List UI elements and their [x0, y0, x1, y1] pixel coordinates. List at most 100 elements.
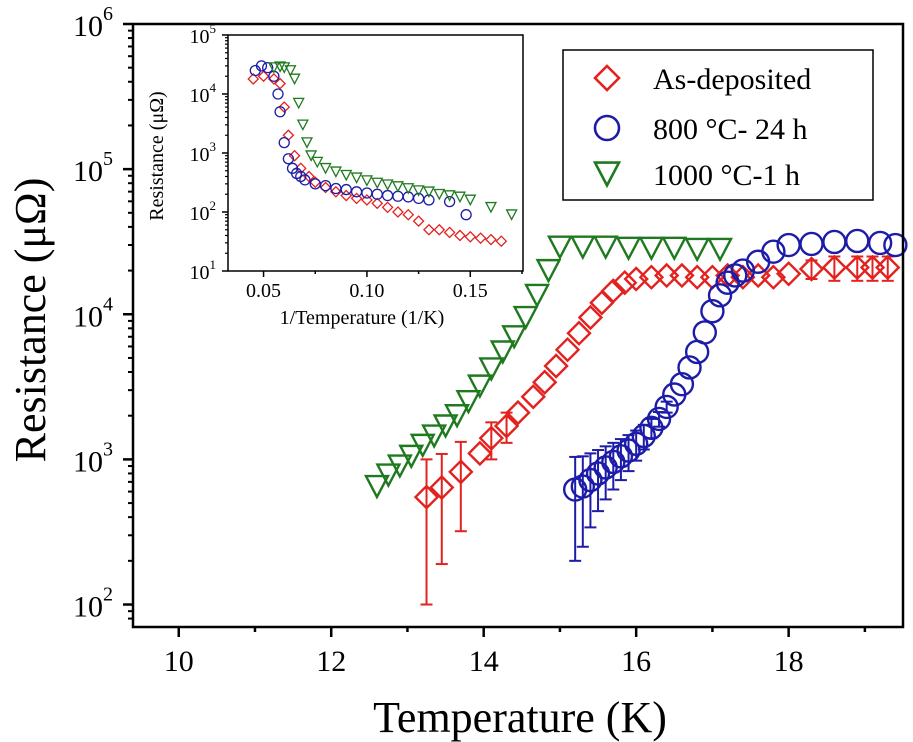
inset-data-point	[402, 208, 415, 221]
inset-series-1	[249, 60, 472, 221]
main-data-point	[760, 264, 787, 290]
main-data-point	[631, 423, 656, 449]
main-data-point	[692, 320, 717, 345]
inset-data-point	[319, 181, 332, 194]
main-data-point	[723, 263, 748, 288]
main-data-point	[669, 372, 695, 397]
inset-y-tick-label: 101	[190, 257, 217, 284]
legend-box	[562, 49, 874, 201]
main-plot-data	[363, 228, 908, 606]
main-data-point	[466, 374, 493, 400]
main-data-point	[867, 230, 893, 256]
inset-data-point	[350, 172, 363, 184]
main-data-point	[592, 235, 619, 261]
main-data-point	[578, 467, 603, 493]
inset-data-point	[474, 232, 487, 245]
main-data-point	[700, 299, 725, 324]
main-y-tick-label: 102	[73, 584, 113, 624]
inset-data-point	[443, 196, 456, 208]
main-data-point	[505, 399, 531, 426]
inset-data-point	[454, 229, 466, 242]
main-y-axis-title: Resistance (μΩ)	[6, 178, 55, 463]
inset-data-point	[247, 73, 260, 85]
inset-data-point	[268, 70, 280, 82]
legend: As-deposited 800 °C- 24 h 1000 °C-1 h	[562, 49, 874, 201]
inset-data-point	[329, 185, 342, 198]
legend-label-800c-24h: 800 °C- 24 h	[653, 113, 808, 146]
main-x-axis-title: Temperature (K)	[373, 693, 667, 742]
inset-data-point	[371, 177, 384, 190]
inset-data-point	[319, 162, 332, 175]
main-data-point	[661, 236, 688, 262]
main-data-point	[585, 461, 611, 486]
main-data-point	[646, 406, 672, 432]
legend-label-as-deposited: As-deposited	[653, 63, 811, 96]
inset-data-point	[267, 62, 280, 74]
main-data-point	[600, 278, 626, 304]
inset-data-point	[296, 119, 309, 131]
inset-data-point	[299, 174, 311, 186]
main-data-point	[569, 235, 596, 261]
legend-label-1000c-1h: 1000 °C-1 h	[653, 159, 800, 192]
inset-data-point	[460, 209, 472, 221]
main-data-point	[386, 454, 413, 480]
inset-background	[228, 35, 523, 271]
main-data-point	[554, 336, 581, 363]
main-data-point	[363, 474, 390, 500]
inset-data-point	[267, 73, 280, 85]
legend-diamond-icon	[593, 64, 621, 92]
main-data-point	[707, 237, 734, 263]
inset-data-point	[464, 194, 477, 207]
inset-x-tick-label: 0.05	[246, 280, 281, 302]
inset-data-point	[485, 233, 497, 246]
main-data-point	[623, 431, 649, 456]
main-data-point	[478, 425, 505, 451]
legend-entry-as-deposited: As-deposited	[593, 63, 811, 96]
inset-data-point	[453, 191, 467, 204]
inset-plot-axes: 0.05 0.10 0.15 101 102 103 104 105	[190, 21, 524, 302]
inset-data-point	[255, 60, 268, 72]
inset-data-point	[443, 226, 456, 239]
inset-data-point	[311, 156, 324, 169]
main-data-point	[566, 320, 592, 346]
inset-data-point	[412, 185, 425, 197]
main-data-point	[413, 484, 440, 510]
inset-data-point	[391, 181, 405, 193]
main-data-point	[524, 283, 551, 309]
main-data-point	[512, 305, 539, 331]
legend-entry-1000c-1h: 1000 °C-1 h	[592, 159, 800, 192]
inset-data-point	[329, 166, 342, 178]
main-data-point	[570, 474, 596, 499]
inset-y-tick-label: 105	[190, 21, 217, 48]
main-data-point	[467, 440, 493, 467]
main-data-point	[489, 340, 516, 365]
inset-y-axis-title: Resistance (μΩ)	[146, 91, 168, 220]
inset-plot-data	[247, 60, 518, 248]
main-data-point	[821, 254, 848, 281]
inset-data-point	[360, 175, 373, 187]
main-data-point	[677, 355, 702, 380]
inset-data-point	[274, 106, 286, 118]
inset-data-point	[381, 179, 394, 191]
inset-x-tick-label: 0.15	[453, 280, 488, 302]
inset-data-point	[443, 190, 456, 202]
main-data-point	[775, 261, 802, 287]
main-data-point	[444, 404, 470, 429]
inset-data-point	[288, 73, 301, 86]
main-data-point	[409, 433, 436, 459]
inset-data-point	[402, 183, 415, 195]
inset-data-point	[278, 137, 290, 149]
main-series-2	[363, 235, 734, 500]
inset-data-point	[300, 137, 314, 149]
inset-data-point	[381, 201, 394, 214]
main-data-point	[501, 325, 528, 350]
inset-data-point	[350, 192, 363, 205]
main-data-point	[875, 254, 901, 281]
inset-data-point	[361, 194, 373, 206]
main-data-point	[616, 438, 641, 463]
inset-x-tick-label: 0.10	[349, 280, 384, 302]
main-y-tick-label: 106	[73, 3, 113, 43]
main-data-point	[883, 232, 908, 258]
inset-data-point	[412, 215, 425, 228]
